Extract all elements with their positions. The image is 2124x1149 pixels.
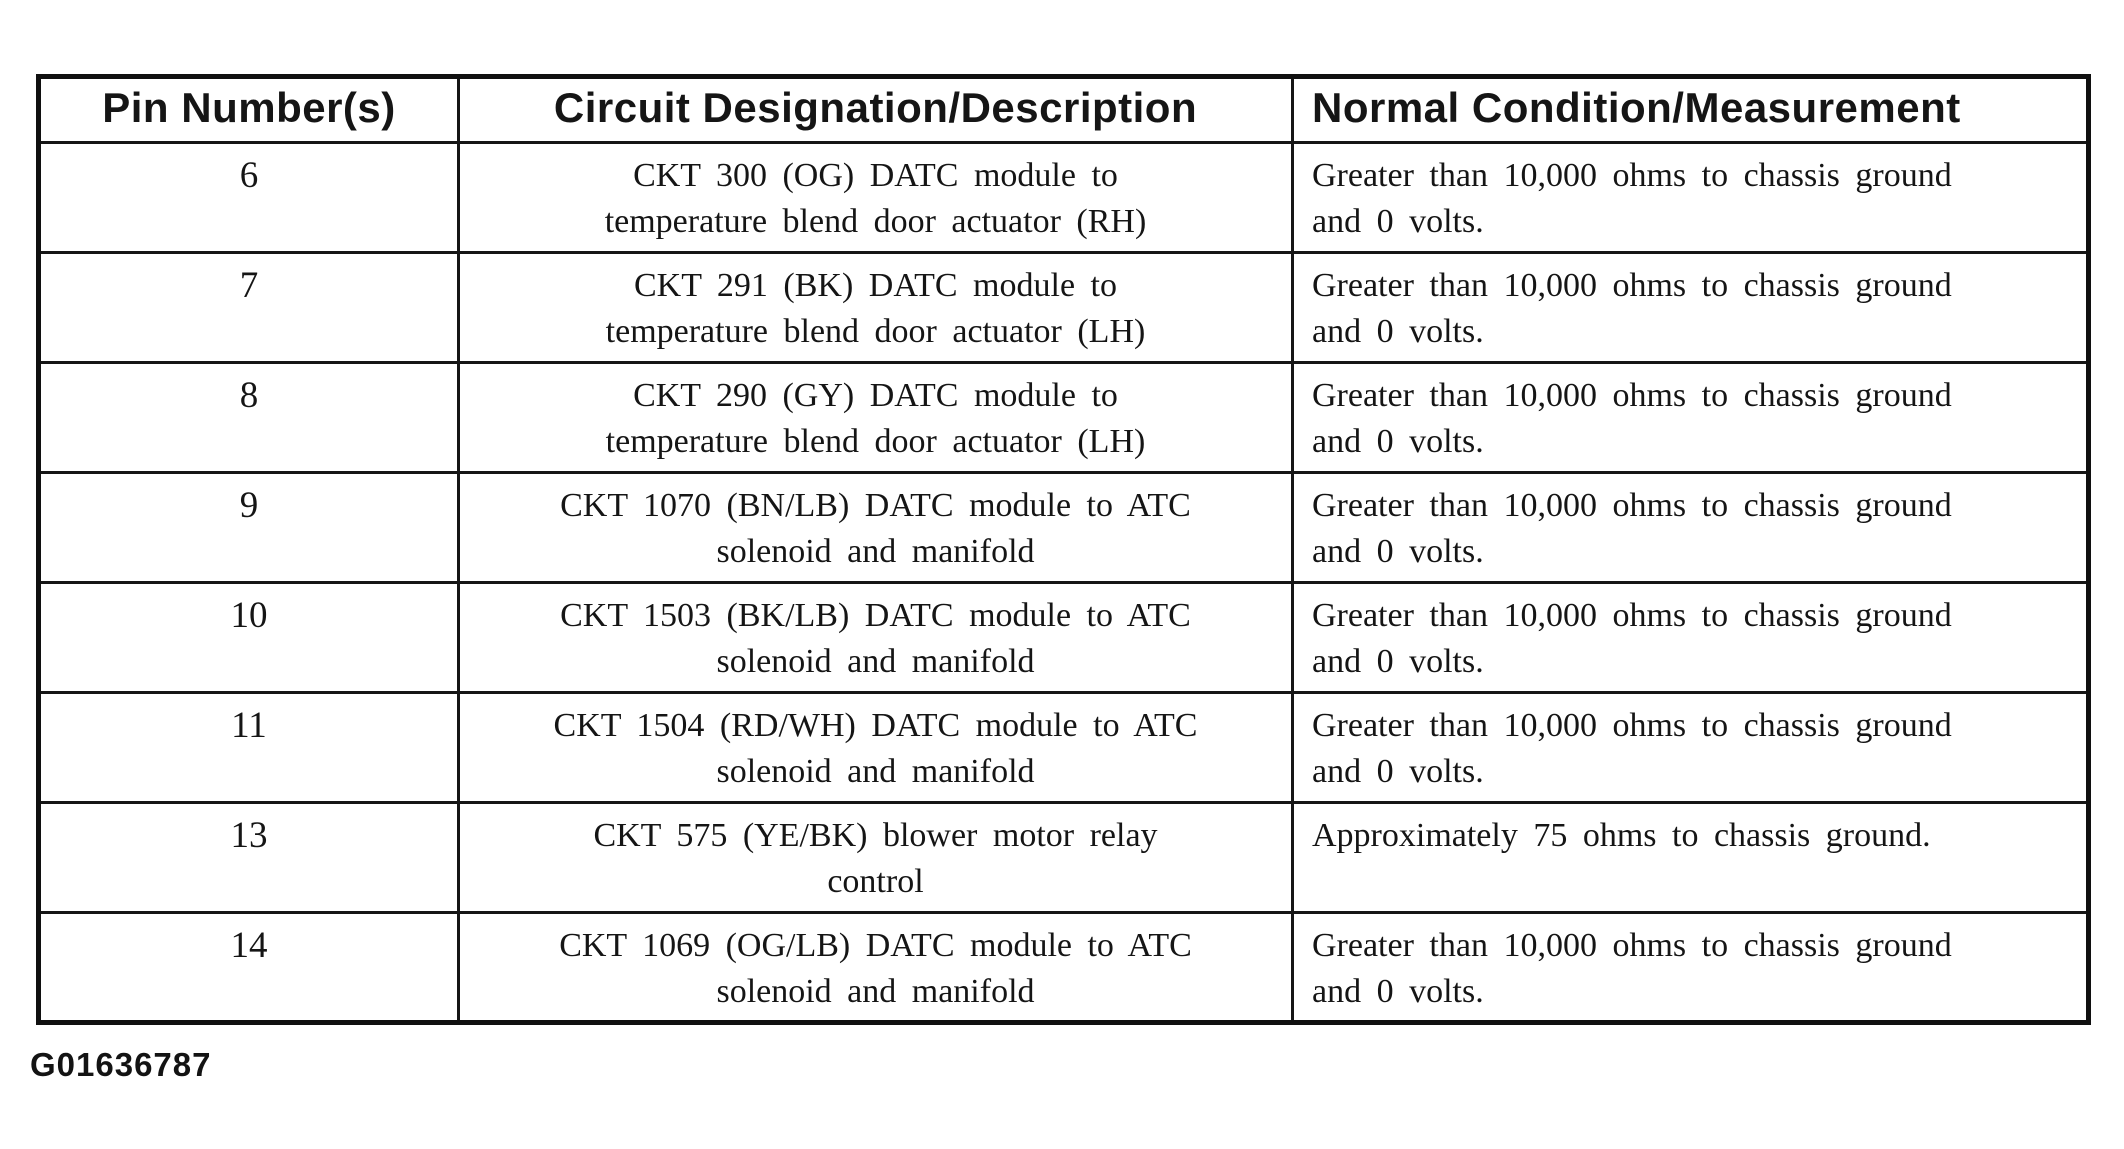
pin-cell: 6	[37, 141, 460, 254]
table-row: 10 CKT 1503 (BK/LB) DATC module to ATC so…	[37, 581, 2090, 694]
circuit-cell: CKT 300 (OG) DATC module to temperature b…	[457, 141, 1294, 254]
condition-cell: Greater than 10,000 ohms to chassis grou…	[1291, 141, 2090, 254]
circuit-line: CKT 575 (YE/BK) blower motor relay	[593, 817, 1158, 854]
circuit-line: CKT 1069 (OG/LB) DATC module to ATC	[559, 927, 1192, 964]
circuit-line: CKT 291 (BK) DATC module to	[634, 267, 1117, 304]
circuit-cell: CKT 1070 (BN/LB) DATC module to ATC solen…	[457, 471, 1294, 584]
circuit-line: CKT 290 (GY) DATC module to	[633, 377, 1118, 414]
table-body: 6 CKT 300 (OG) DATC module to temperature…	[37, 141, 2090, 1024]
table-row: 7 CKT 291 (BK) DATC module to temperature…	[37, 251, 2090, 364]
pin-cell: 10	[37, 581, 460, 694]
condition-line: Greater than 10,000 ohms to chassis grou…	[1312, 707, 1952, 744]
condition-line: and 0 volts.	[1312, 203, 1484, 240]
circuit-cell: CKT 1069 (OG/LB) DATC module to ATC solen…	[457, 911, 1294, 1024]
condition-cell: Approximately 75 ohms to chassis ground.	[1291, 801, 2090, 914]
condition-line: and 0 volts.	[1312, 423, 1484, 460]
table-row: 13 CKT 575 (YE/BK) blower motor relay con…	[37, 801, 2090, 914]
condition-cell: Greater than 10,000 ohms to chassis grou…	[1291, 361, 2090, 474]
circuit-line: solenoid and manifold	[716, 753, 1035, 790]
table-row: 8 CKT 290 (GY) DATC module to temperature…	[37, 361, 2090, 474]
table-row: 6 CKT 300 (OG) DATC module to temperature…	[37, 141, 2090, 254]
circuit-cell: CKT 1503 (BK/LB) DATC module to ATC solen…	[457, 581, 1294, 694]
figure-id-label: G01636787	[30, 1046, 212, 1083]
condition-line: and 0 volts.	[1312, 533, 1484, 570]
circuit-cell: CKT 1504 (RD/WH) DATC module to ATC solen…	[457, 691, 1294, 804]
circuit-line: solenoid and manifold	[716, 973, 1035, 1010]
circuit-line: solenoid and manifold	[716, 533, 1035, 570]
table-row: 14 CKT 1069 (OG/LB) DATC module to ATC so…	[37, 911, 2090, 1024]
pin-cell: 14	[37, 911, 460, 1024]
circuit-line: CKT 300 (OG) DATC module to	[633, 157, 1118, 194]
circuit-line: CKT 1503 (BK/LB) DATC module to ATC	[560, 597, 1191, 634]
pin-cell: 11	[37, 691, 460, 804]
condition-line: Greater than 10,000 ohms to chassis grou…	[1312, 267, 1952, 304]
condition-cell: Greater than 10,000 ohms to chassis grou…	[1291, 581, 2090, 694]
condition-line: and 0 volts.	[1312, 973, 1484, 1010]
header-row: Pin Number(s) Circuit Designation/Descri…	[37, 75, 2090, 144]
circuit-cell: CKT 291 (BK) DATC module to temperature b…	[457, 251, 1294, 364]
circuit-line: control	[827, 863, 924, 900]
pin-cell: 8	[37, 361, 460, 474]
table-row: 9 CKT 1070 (BN/LB) DATC module to ATC sol…	[37, 471, 2090, 584]
condition-line: and 0 volts.	[1312, 753, 1484, 790]
condition-cell: Greater than 10,000 ohms to chassis grou…	[1291, 471, 2090, 584]
col-header-normal-condition: Normal Condition/Measurement	[1291, 75, 2090, 144]
circuit-line: CKT 1070 (BN/LB) DATC module to ATC	[560, 487, 1191, 524]
pin-condition-table: Pin Number(s) Circuit Designation/Descri…	[36, 74, 2091, 1025]
pin-cell: 7	[37, 251, 460, 364]
condition-line: Greater than 10,000 ohms to chassis grou…	[1312, 487, 1952, 524]
condition-line: Approximately 75 ohms to chassis ground.	[1312, 817, 1931, 854]
condition-line: Greater than 10,000 ohms to chassis grou…	[1312, 157, 1952, 194]
condition-cell: Greater than 10,000 ohms to chassis grou…	[1291, 251, 2090, 364]
pin-cell: 13	[37, 801, 460, 914]
circuit-line: CKT 1504 (RD/WH) DATC module to ATC	[553, 707, 1198, 744]
condition-line: Greater than 10,000 ohms to chassis grou…	[1312, 377, 1952, 414]
condition-line: Greater than 10,000 ohms to chassis grou…	[1312, 597, 1952, 634]
condition-cell: Greater than 10,000 ohms to chassis grou…	[1291, 691, 2090, 804]
circuit-line: solenoid and manifold	[716, 643, 1035, 680]
condition-line: Greater than 10,000 ohms to chassis grou…	[1312, 927, 1952, 964]
circuit-line: temperature blend door actuator (LH)	[605, 423, 1146, 460]
table-row: 11 CKT 1504 (RD/WH) DATC module to ATC so…	[37, 691, 2090, 804]
condition-cell: Greater than 10,000 ohms to chassis grou…	[1291, 911, 2090, 1024]
condition-line: and 0 volts.	[1312, 643, 1484, 680]
condition-line: and 0 volts.	[1312, 313, 1484, 350]
circuit-cell: CKT 575 (YE/BK) blower motor relay contro…	[457, 801, 1294, 914]
col-header-pin-numbers: Pin Number(s)	[37, 75, 460, 144]
pin-cell: 9	[37, 471, 460, 584]
circuit-line: temperature blend door actuator (LH)	[605, 313, 1146, 350]
col-header-circuit-designation: Circuit Designation/Description	[457, 75, 1294, 144]
circuit-cell: CKT 290 (GY) DATC module to temperature b…	[457, 361, 1294, 474]
circuit-line: temperature blend door actuator (RH)	[604, 203, 1147, 240]
